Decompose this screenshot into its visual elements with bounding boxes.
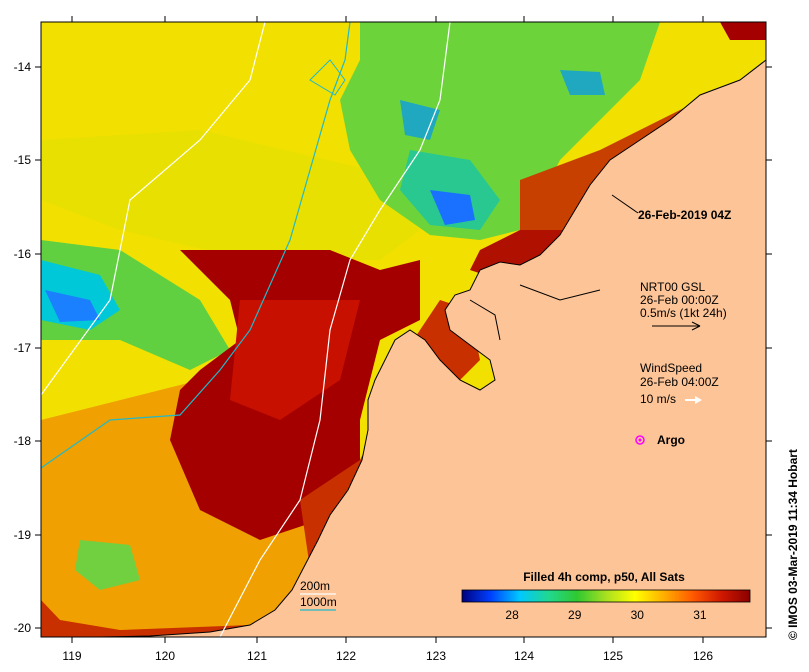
- y-tick-label: -16: [14, 247, 32, 261]
- y-tick-label: -20: [14, 621, 32, 635]
- current-arrow-icon: [652, 321, 701, 331]
- contour-200-label: 200m: [300, 579, 330, 593]
- colorbar: [461, 589, 751, 603]
- colorbar-tick-label: 30: [631, 608, 645, 622]
- plot-frame: [40, 21, 767, 638]
- x-tick-label: 126: [693, 649, 713, 663]
- currents-legend-time: 26-Feb 00:00Z: [640, 293, 719, 307]
- colorbar-tick-label: 29: [568, 608, 582, 622]
- y-tick-label: -19: [14, 528, 32, 542]
- y-axis: -14 -15 -16 -17 -18 -19 -20: [14, 60, 772, 635]
- colorbar-title: Filled 4h comp, p50, All Sats: [523, 570, 685, 584]
- wind-legend-time: 26-Feb 04:00Z: [640, 375, 719, 389]
- wind-legend-title: WindSpeed: [640, 361, 702, 375]
- sst-field: [41, 22, 766, 637]
- x-tick-label: 125: [603, 649, 623, 663]
- wind-arrow-icon: [685, 396, 702, 404]
- colorbar-ticks: 28 29 30 31: [505, 608, 706, 622]
- contour-1000-label: 1000m: [300, 595, 337, 609]
- currents-legend-scale: 0.5m/s (1kt 24h): [640, 306, 727, 320]
- x-axis: 119 120 121 122 123 124 125 126: [62, 16, 713, 663]
- timestamp-label: 26-Feb-2019 04Z: [638, 208, 731, 222]
- colorbar-tick-label: 31: [693, 608, 707, 622]
- x-tick-label: 119: [62, 649, 81, 663]
- wind-legend-scale: 10 m/s: [640, 392, 676, 406]
- x-tick-label: 121: [247, 649, 267, 663]
- x-tick-label: 123: [426, 649, 446, 663]
- x-tick-label: 124: [514, 649, 534, 663]
- x-tick-label: 122: [336, 649, 356, 663]
- y-tick-label: -18: [14, 434, 32, 448]
- credit-label: © IMOS 03-Mar-2019 11:34 Hobart: [786, 449, 800, 640]
- y-tick-label: -15: [14, 153, 32, 167]
- argo-legend-label: Argo: [657, 433, 685, 447]
- argo-marker-icon: [635, 435, 645, 445]
- y-tick-label: -14: [14, 60, 32, 74]
- x-tick-label: 120: [155, 649, 175, 663]
- y-tick-label: -17: [14, 341, 32, 355]
- currents-legend-title: NRT00 GSL: [640, 280, 705, 294]
- colorbar-tick-label: 28: [505, 608, 519, 622]
